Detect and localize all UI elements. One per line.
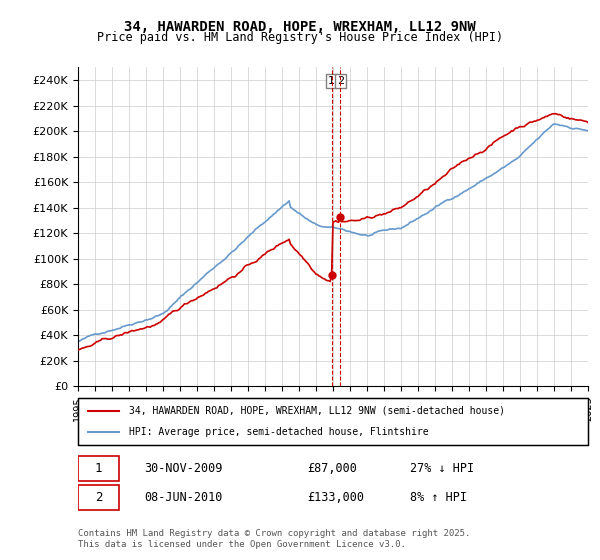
Text: HPI: Average price, semi-detached house, Flintshire: HPI: Average price, semi-detached house,…	[129, 427, 428, 437]
Text: 08-JUN-2010: 08-JUN-2010	[145, 491, 223, 504]
Text: 27% ↓ HPI: 27% ↓ HPI	[409, 462, 473, 475]
Text: Contains HM Land Registry data © Crown copyright and database right 2025.
This d: Contains HM Land Registry data © Crown c…	[78, 529, 470, 549]
Text: Price paid vs. HM Land Registry's House Price Index (HPI): Price paid vs. HM Land Registry's House …	[97, 31, 503, 44]
Text: 2: 2	[95, 491, 102, 504]
Text: 30-NOV-2009: 30-NOV-2009	[145, 462, 223, 475]
Text: 34, HAWARDEN ROAD, HOPE, WREXHAM, LL12 9NW (semi-detached house): 34, HAWARDEN ROAD, HOPE, WREXHAM, LL12 9…	[129, 406, 505, 416]
FancyBboxPatch shape	[78, 456, 119, 480]
Text: £87,000: £87,000	[308, 462, 358, 475]
Text: 34, HAWARDEN ROAD, HOPE, WREXHAM, LL12 9NW: 34, HAWARDEN ROAD, HOPE, WREXHAM, LL12 9…	[124, 20, 476, 34]
FancyBboxPatch shape	[78, 485, 119, 510]
Text: £133,000: £133,000	[308, 491, 365, 504]
Text: 1: 1	[95, 462, 102, 475]
Text: 8% ↑ HPI: 8% ↑ HPI	[409, 491, 467, 504]
Text: 2: 2	[337, 76, 344, 86]
Text: 1: 1	[328, 76, 335, 86]
